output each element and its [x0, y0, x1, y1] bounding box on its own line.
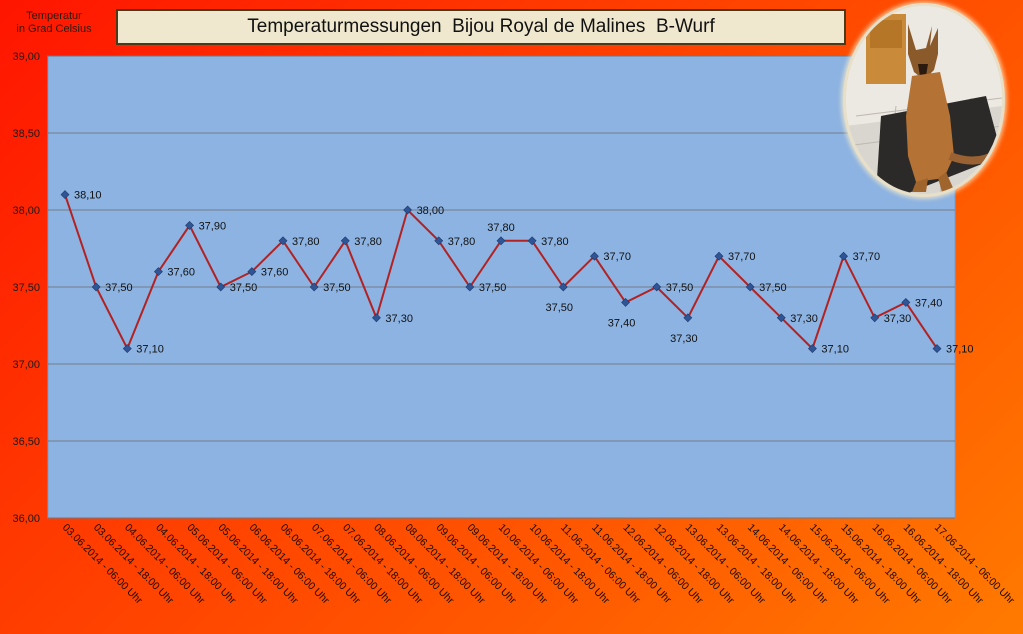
data-label: 37,10: [946, 344, 974, 356]
data-label: 37,50: [546, 302, 574, 314]
y-tick-label: 36,50: [12, 436, 40, 448]
dog-photo: [846, 6, 1002, 194]
data-label: 38,10: [74, 190, 102, 202]
data-label: 37,40: [915, 297, 943, 309]
data-point: [434, 236, 444, 246]
data-label: 38,00: [417, 205, 445, 217]
data-point: [278, 236, 288, 246]
data-label: 37,50: [479, 282, 507, 294]
data-label: 37,10: [821, 344, 849, 356]
data-point: [154, 267, 163, 277]
data-label: 37,60: [167, 267, 195, 279]
data-label: 37,70: [603, 251, 631, 263]
data-label: 37,70: [853, 251, 881, 263]
data-point: [652, 282, 662, 292]
data-markers: [60, 190, 942, 354]
y-tick-label: 37,00: [12, 359, 40, 371]
data-point: [527, 236, 537, 246]
data-label: 37,50: [230, 282, 258, 294]
data-label: 37,50: [759, 282, 787, 294]
data-point: [776, 313, 786, 323]
data-label: 37,80: [354, 236, 382, 248]
data-label: 37,30: [385, 313, 413, 325]
data-label: 37,50: [323, 282, 351, 294]
data-point: [932, 344, 942, 354]
data-point: [590, 251, 599, 261]
data-point: [496, 236, 506, 246]
data-point: [122, 344, 132, 354]
data-point: [309, 282, 319, 292]
data-label: 37,80: [448, 236, 476, 248]
data-point: [870, 313, 880, 323]
data-point: [465, 282, 475, 292]
data-labels: 38,1037,5037,1037,6037,9037,5037,6037,80…: [74, 190, 974, 356]
data-point: [403, 205, 412, 215]
data-label: 37,50: [105, 282, 133, 294]
y-tick-label: 37,50: [12, 282, 40, 294]
y-axis-ticks: 36,00 36,50 37,00 37,50 38,00 38,50 39,00: [12, 51, 40, 525]
data-label: 37,90: [199, 220, 227, 232]
y-tick-label: 36,00: [12, 513, 40, 525]
data-point: [216, 282, 226, 292]
chart-title: Temperaturmessungen Bijou Royal de Malin…: [116, 9, 846, 45]
data-point: [372, 313, 381, 323]
data-label: 37,40: [608, 317, 636, 329]
data-label: 37,80: [487, 222, 515, 234]
data-point: [808, 344, 817, 354]
data-point: [558, 282, 568, 292]
data-label: 37,10: [136, 344, 164, 356]
y-axis-title: Temperatur in Grad Celsius: [4, 10, 104, 36]
data-label: 37,30: [670, 333, 698, 345]
data-label: 37,80: [541, 236, 569, 248]
data-point: [714, 251, 724, 261]
data-label: 37,80: [292, 236, 320, 248]
y-axis-title-line1: Temperatur: [26, 10, 82, 22]
y-tick-label: 38,50: [12, 128, 40, 140]
grid-lines: [48, 55, 955, 519]
data-point: [340, 236, 350, 246]
data-point: [185, 220, 194, 230]
data-point: [745, 282, 755, 292]
data-point: [91, 282, 101, 292]
data-label: 37,70: [728, 251, 756, 263]
data-point: [247, 267, 257, 277]
y-tick-label: 38,00: [12, 205, 40, 217]
y-axis-title-line2: in Grad Celsius: [16, 23, 92, 35]
data-label: 37,30: [790, 313, 818, 325]
data-point: [621, 297, 630, 307]
y-tick-label: 39,00: [12, 51, 40, 63]
data-point: [839, 251, 848, 261]
data-label: 37,50: [666, 282, 694, 294]
data-point: [901, 297, 911, 307]
data-label: 37,30: [884, 313, 912, 325]
data-label: 37,60: [261, 267, 289, 279]
data-point: [60, 190, 70, 200]
data-point: [683, 313, 693, 323]
